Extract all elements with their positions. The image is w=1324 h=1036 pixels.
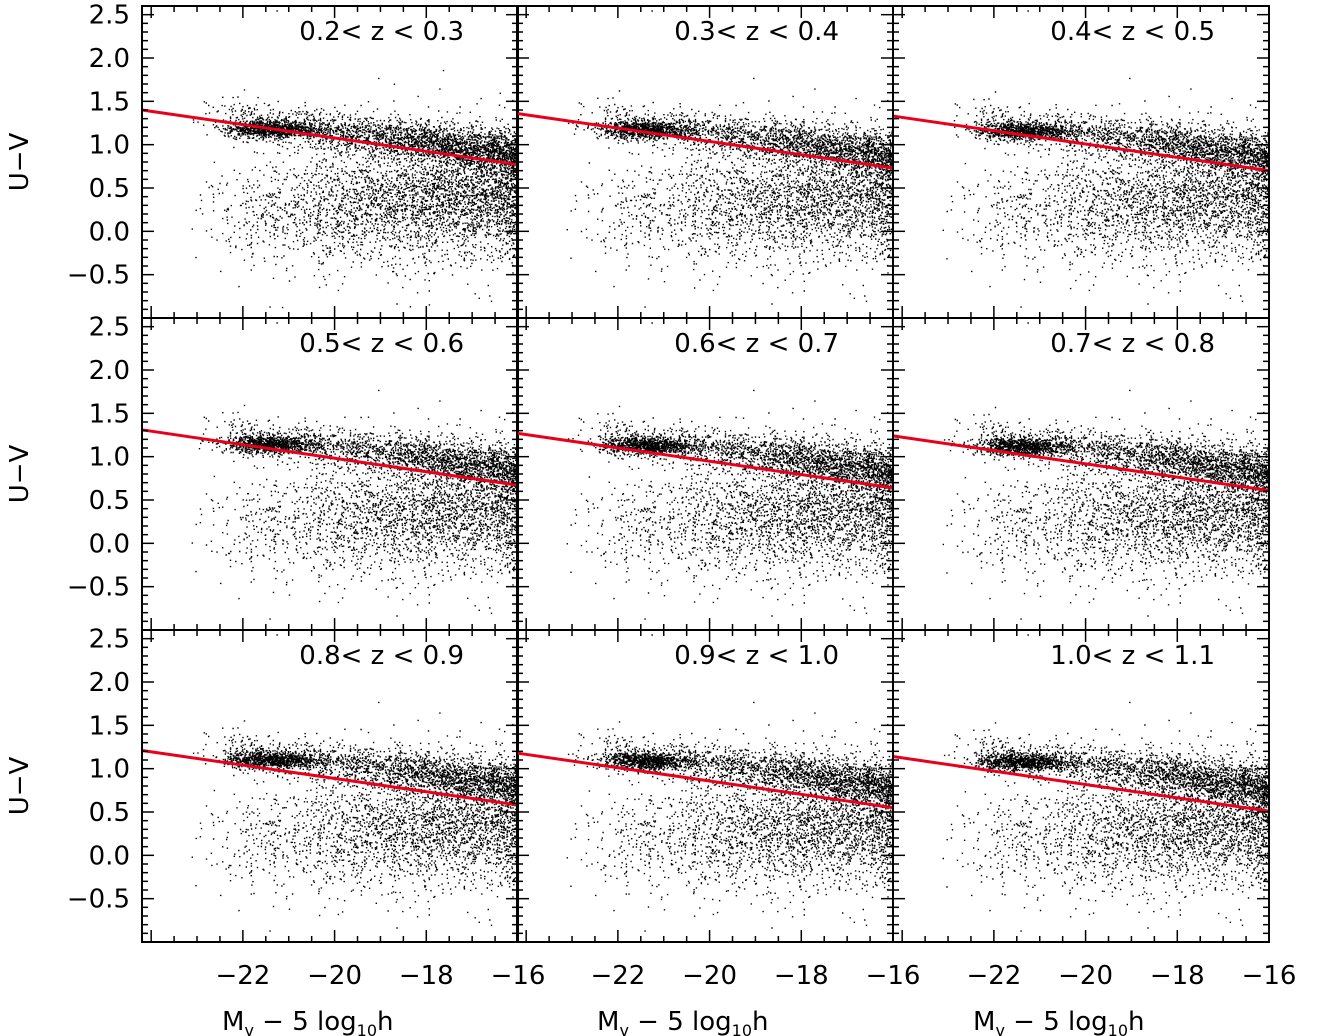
red-fit-line xyxy=(892,755,1270,813)
y-tick-label: 1.0 xyxy=(89,443,130,473)
x-tick-label: −22 xyxy=(590,961,645,991)
panel-redshift-label: 0.8< z < 0.9 xyxy=(299,641,464,671)
y-tick-label: 0.0 xyxy=(89,529,130,559)
y-tick-label: −0.5 xyxy=(67,573,130,603)
x-tick-label: −18 xyxy=(1150,961,1205,991)
x-axis-label-part: − 5 log xyxy=(1005,1007,1108,1036)
x-tick-label: −18 xyxy=(399,961,454,991)
scatter-points xyxy=(191,634,519,932)
y-axis-label: U−V xyxy=(5,756,35,815)
y-tick-label: 0.5 xyxy=(89,798,130,828)
red-fit-line xyxy=(141,428,519,487)
y-tick-label: 2.0 xyxy=(89,356,130,386)
y-tick-label: 0.5 xyxy=(89,486,130,516)
y-tick-label: 1.0 xyxy=(89,131,130,161)
y-tick-label: 2.5 xyxy=(89,313,130,343)
panel-8: 0.9< z < 1.0 −22 −20 −18 −16 Mv − 5 log10h xyxy=(516,629,921,1036)
panel-1: 0.2< z < 0.3 −0.5 0.0 0.5 1.0 1.5 2.0 2.5 U−V xyxy=(5,1,519,319)
red-fit-line xyxy=(141,748,519,807)
panel-redshift-label: 0.4< z < 0.5 xyxy=(1050,17,1215,47)
panel-redshift-label: 0.5< z < 0.6 xyxy=(299,329,464,359)
y-tick-label: 1.5 xyxy=(89,711,130,741)
y-tick-label: 2.0 xyxy=(89,44,130,74)
y-tick-label: 1.5 xyxy=(89,399,130,429)
x-tick-label: −16 xyxy=(1242,961,1297,991)
x-axis-label-part: 10 xyxy=(732,1021,752,1036)
x-tick-label: −20 xyxy=(307,961,362,991)
x-tick-label: −16 xyxy=(491,961,546,991)
panel-6: 0.7< z < 0.8 xyxy=(892,317,1270,631)
y-axis-label: U−V xyxy=(5,444,35,503)
panel-redshift-label: 0.2< z < 0.3 xyxy=(299,17,464,47)
red-fit-line xyxy=(516,431,894,490)
scatter-points xyxy=(191,10,519,309)
x-axis-label-part: 10 xyxy=(357,1021,377,1036)
x-tick-label: −22 xyxy=(966,961,1021,991)
y-tick-label: 0.0 xyxy=(89,841,130,871)
x-axis-label-part: v xyxy=(619,1021,628,1036)
panel-2: 0.3< z < 0.4 xyxy=(516,5,894,319)
x-axis-label-part: v xyxy=(995,1021,1004,1036)
x-axis-label-part: − 5 log xyxy=(254,1007,357,1036)
panel-7: 0.8< z < 0.9 −0.5 0.0 0.5 1.0 1.5 2.0 2.5 U−V −22… xyxy=(5,625,545,1036)
red-fit-line xyxy=(892,114,1270,173)
x-tick-label: −16 xyxy=(866,961,921,991)
scatter-points xyxy=(566,322,894,620)
panel-frame xyxy=(892,629,1270,943)
x-tick-label: −20 xyxy=(1058,961,1113,991)
y-tick-label: 2.0 xyxy=(89,668,130,698)
red-fit-line xyxy=(516,751,894,810)
scatter-points xyxy=(191,322,519,620)
panel-9: 1.0< z < 1.1 −22 −20 −18 −16 Mv − 5 log10h xyxy=(892,629,1297,1036)
y-tick-label: 2.5 xyxy=(89,1,130,31)
panel-frame xyxy=(516,629,894,943)
scatter-points xyxy=(942,634,1270,932)
x-axis-label-part: M xyxy=(222,1007,244,1036)
x-axis-label-part: h xyxy=(1128,1007,1144,1036)
x-axis-label: Mv − 5 log10h xyxy=(597,1007,769,1036)
x-axis-label-part: M xyxy=(973,1007,995,1036)
x-axis-label-part: h xyxy=(377,1007,393,1036)
x-axis-label: Mv − 5 log10h xyxy=(222,1007,394,1036)
scatter-points xyxy=(566,10,894,308)
x-tick-label: −20 xyxy=(682,961,737,991)
x-axis-label-part: − 5 log xyxy=(629,1007,732,1036)
red-fit-line xyxy=(892,434,1270,492)
x-axis-label: Mv − 5 log10h xyxy=(973,1007,1145,1036)
y-tick-label: 1.0 xyxy=(89,755,130,785)
x-axis-label-part: v xyxy=(244,1021,253,1036)
red-fit-line xyxy=(516,111,894,170)
y-tick-label: 2.5 xyxy=(89,625,130,655)
x-tick-label: −22 xyxy=(215,961,270,991)
red-fit-line xyxy=(141,108,519,167)
panel-redshift-label: 0.9< z < 1.0 xyxy=(674,641,839,671)
panel-3: 0.4< z < 0.5 xyxy=(892,5,1270,319)
scatter-points xyxy=(942,322,1270,620)
scatter-points xyxy=(566,634,894,932)
panel-redshift-label: 0.6< z < 0.7 xyxy=(674,329,839,359)
x-tick-label: −18 xyxy=(774,961,829,991)
y-tick-label: 1.5 xyxy=(89,87,130,117)
panel-4: 0.5< z < 0.6 −0.5 0.0 0.5 1.0 1.5 2.0 2.5 U−V xyxy=(5,313,519,631)
panel-redshift-label: 0.3< z < 0.4 xyxy=(674,17,839,47)
y-tick-label: 0.0 xyxy=(89,217,130,247)
y-axis-label: U−V xyxy=(5,132,35,191)
panel-redshift-label: 0.7< z < 0.8 xyxy=(1050,329,1215,359)
y-tick-label: −0.5 xyxy=(67,261,130,291)
y-tick-label: 0.5 xyxy=(89,174,130,204)
scatter-points xyxy=(942,10,1270,308)
panel-frame xyxy=(141,5,519,319)
x-axis-label-part: h xyxy=(752,1007,768,1036)
y-tick-label: −0.5 xyxy=(67,885,130,915)
x-axis-label-part: M xyxy=(597,1007,619,1036)
panel-redshift-label: 1.0< z < 1.1 xyxy=(1050,641,1215,671)
panel-5: 0.6< z < 0.7 xyxy=(516,317,894,631)
x-axis-label-part: 10 xyxy=(1108,1021,1128,1036)
